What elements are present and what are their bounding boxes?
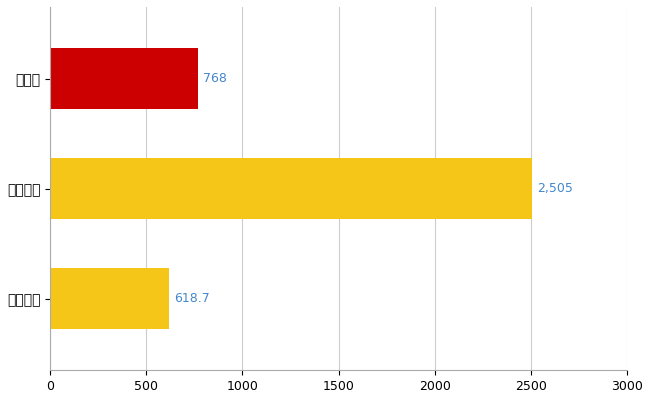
Bar: [50, 268, 169, 329]
Text: 618.7: 618.7: [174, 292, 210, 305]
Text: 768: 768: [203, 72, 227, 85]
Bar: [50, 158, 532, 219]
Text: 2,505: 2,505: [537, 182, 573, 195]
Bar: [50, 48, 198, 109]
